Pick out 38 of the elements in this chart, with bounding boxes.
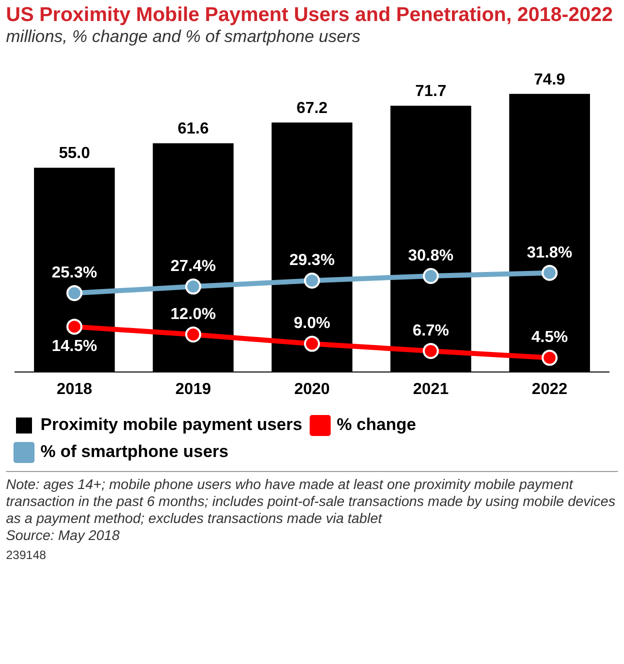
data-label: 30.8% <box>408 247 454 264</box>
data-label: 29.3% <box>289 252 335 270</box>
text: Note: ages 14+; mobile phone users who have made at least one proximity mobile payment transaction in the past 6 months; includes point-of-sale transactions made by using mobile devices as a payment method; excludes transactions made via tablet <box>6 476 616 527</box>
point <box>304 336 320 352</box>
legend-label: % of smartphone users <box>40 442 228 462</box>
data-label: 61.6 <box>178 120 209 138</box>
data-label: 74.9 <box>534 71 566 88</box>
point <box>422 268 439 284</box>
point <box>542 350 558 366</box>
data-label: 27.4% <box>170 258 216 275</box>
data-label: 25.3% <box>52 264 98 282</box>
x-tick-label: 2018 <box>56 380 92 398</box>
x-tick-label: 2019 <box>175 380 212 398</box>
source-note: Source: May 2018 <box>6 527 121 544</box>
point <box>422 342 439 359</box>
point <box>66 318 82 335</box>
legend-label: Proximity mobile payment users <box>40 415 302 434</box>
legend-label: % change <box>336 415 416 434</box>
chart-subtitle: millions, % change and % of smartphone users <box>6 27 362 47</box>
data-label: 71.7 <box>415 83 446 100</box>
data-label: 67.2 <box>296 100 328 117</box>
point <box>185 278 202 295</box>
x-tick-label: 2021 <box>413 380 449 398</box>
data-label: 4.5% <box>531 329 568 346</box>
point <box>542 264 558 281</box>
chart-title: US Proximity Mobile Payment Users and Penetration, 2018-2022 <box>6 4 614 27</box>
data-label: 9.0% <box>294 315 330 332</box>
data-label: 6.7% <box>412 322 450 340</box>
data-label: 55.0 <box>58 145 90 162</box>
data-label: 14.5% <box>52 338 98 356</box>
point <box>66 285 82 302</box>
point <box>304 272 320 289</box>
data-label: 31.8% <box>526 244 572 262</box>
x-tick-label: 2022 <box>532 380 568 398</box>
point <box>185 326 202 342</box>
x-tick-label: 2020 <box>294 380 330 398</box>
data-label: 12.0% <box>170 306 216 323</box>
text: 239148 <box>6 548 48 562</box>
